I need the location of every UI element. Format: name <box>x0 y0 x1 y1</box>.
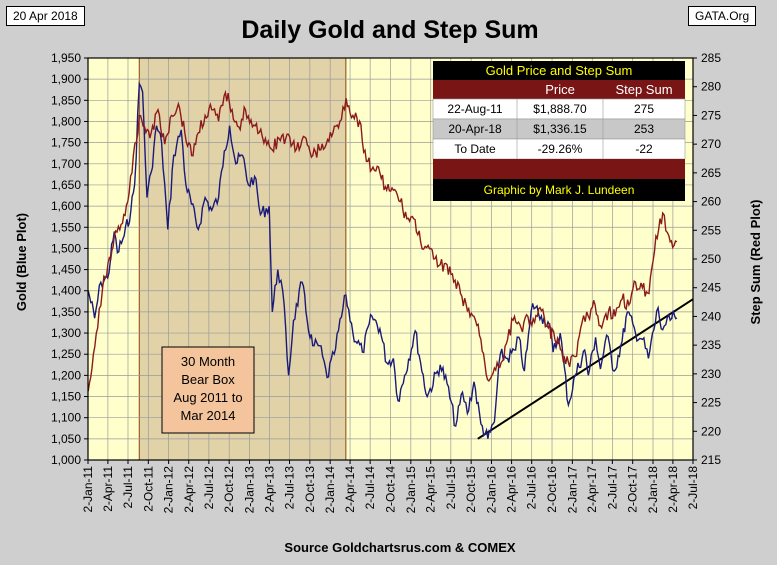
x-tick-label: 2-Jan-17 <box>565 466 579 514</box>
x-axis-source-label: Source Goldchartsrus.com & COMEX <box>284 540 515 555</box>
x-tick-label: 2-Apr-12 <box>182 466 196 513</box>
y-tick-label-right: 240 <box>701 309 721 323</box>
y-tick-label-right: 255 <box>701 223 721 237</box>
legend-cell: To Date <box>454 142 496 156</box>
x-tick-label: 2-Jul-12 <box>202 466 216 510</box>
legend-cell: $1,888.70 <box>533 102 587 116</box>
step-sum-line <box>87 89 678 392</box>
bear-box-annotation-line: Mar 2014 <box>181 408 236 423</box>
support-trendline <box>477 298 694 440</box>
y-axis-label-right: Step Sum (Red Plot) <box>748 200 763 325</box>
y-tick-label-left: 1,150 <box>51 390 81 404</box>
x-tick-label: 2-Apr-16 <box>505 466 519 513</box>
y-tick-label-left: 1,250 <box>51 347 81 361</box>
bear-box-annotation-line: Aug 2011 to <box>173 390 242 405</box>
y-tick-label-left: 1,550 <box>51 220 81 234</box>
x-tick-label: 2-Oct-12 <box>222 466 236 513</box>
legend-header-row <box>433 80 685 99</box>
x-tick-label: 2-Jul-16 <box>525 466 539 510</box>
y-tick-label-right: 270 <box>701 137 721 151</box>
y-tick-label-left: 1,400 <box>51 284 81 298</box>
y-tick-label-right: 215 <box>701 453 721 467</box>
bear-box-annotation-line: 30 Month <box>181 354 235 369</box>
y-tick-label-right: 230 <box>701 367 721 381</box>
x-tick-label: 2-Oct-14 <box>384 466 398 513</box>
bear-box-annotation-box <box>161 346 255 434</box>
legend-cell: 22-Aug-11 <box>447 102 502 116</box>
x-tick-label: 2-Apr-15 <box>424 466 438 513</box>
legend-cell: 275 <box>634 102 654 116</box>
x-tick-label: 2-Jul-11 <box>121 466 135 509</box>
x-tick-label: 2-Oct-16 <box>545 466 559 513</box>
x-tick-label: 2-Jul-17 <box>605 466 619 510</box>
x-tick-label: 2-Jan-15 <box>404 466 418 514</box>
x-tick-label: 2-Jan-18 <box>646 466 660 514</box>
gold-price-line <box>87 81 678 439</box>
legend-header-cell: Step Sum <box>615 82 672 97</box>
y-tick-label-right: 235 <box>701 338 721 352</box>
legend-cell: 20-Apr-18 <box>448 122 502 136</box>
x-tick-label: 2-Apr-11 <box>101 466 115 512</box>
y-tick-label-right: 275 <box>701 108 721 122</box>
legend-footer-bar <box>433 179 685 201</box>
bear-box-annotation-line: Bear Box <box>181 372 235 387</box>
y-tick-label-left: 1,000 <box>51 453 81 467</box>
y-tick-label-left: 1,600 <box>51 199 81 213</box>
y-tick-label-right: 285 <box>701 51 721 65</box>
y-tick-label-right: 265 <box>701 166 721 180</box>
y-tick-label-left: 1,750 <box>51 136 81 150</box>
source-tag: GATA.Org <box>688 6 757 26</box>
x-tick-label: 2-Jul-13 <box>283 466 297 510</box>
x-tick-label: 2-Jan-13 <box>243 466 257 514</box>
y-tick-label-left: 1,650 <box>51 178 81 192</box>
x-tick-label: 2-Apr-18 <box>666 466 680 513</box>
y-tick-label-right: 225 <box>701 396 721 410</box>
y-tick-label-right: 280 <box>701 80 721 94</box>
x-tick-label: 2-Oct-13 <box>303 466 317 513</box>
y-tick-label-right: 250 <box>701 252 721 266</box>
legend-header-cell: Price <box>545 82 575 97</box>
y-tick-label-left: 1,950 <box>51 51 81 65</box>
legend-title-bar <box>433 61 685 80</box>
y-tick-label-left: 1,800 <box>51 114 81 128</box>
y-tick-label-left: 1,300 <box>51 326 81 340</box>
x-tick-label: 2-Jul-15 <box>444 466 458 510</box>
x-tick-label: 2-Oct-11 <box>141 466 155 512</box>
x-tick-label: 2-Jan-12 <box>162 466 176 514</box>
y-tick-label-left: 1,050 <box>51 432 81 446</box>
legend-cell: -22 <box>635 142 653 156</box>
y-tick-label-left: 1,900 <box>51 72 81 86</box>
y-tick-label-right: 260 <box>701 195 721 209</box>
legend-cell: -29.26% <box>538 142 583 156</box>
legend-title: Gold Price and Step Sum <box>486 63 633 78</box>
y-tick-label-left: 1,500 <box>51 241 81 255</box>
x-tick-label: 2-Jul-18 <box>686 466 700 510</box>
y-tick-label-right: 220 <box>701 424 721 438</box>
x-tick-label: 2-Jul-14 <box>363 466 377 510</box>
x-tick-label: 2-Jan-16 <box>484 466 498 514</box>
legend-cell: 253 <box>634 122 654 136</box>
x-tick-label: 2-Apr-17 <box>585 466 599 513</box>
y-tick-label-left: 1,200 <box>51 368 81 382</box>
y-tick-label-left: 1,450 <box>51 263 81 277</box>
x-tick-label: 2-Oct-17 <box>626 466 640 513</box>
y-tick-label-left: 1,100 <box>51 411 81 425</box>
legend-cell: $1,336.15 <box>533 122 587 136</box>
y-tick-label-right: 245 <box>701 281 721 295</box>
x-tick-label: 2-Jan-14 <box>323 466 337 514</box>
y-axis-label-left: Gold (Blue Plot) <box>14 213 29 311</box>
x-tick-label: 2-Apr-14 <box>343 466 357 513</box>
y-tick-label-left: 1,850 <box>51 93 81 107</box>
legend-spacer-bar <box>433 159 685 179</box>
legend-footer: Graphic by Mark J. Lundeen <box>484 183 635 197</box>
y-tick-label-left: 1,700 <box>51 157 81 171</box>
x-tick-label: 2-Apr-13 <box>262 466 276 513</box>
chart-title: Daily Gold and Step Sum <box>241 16 538 44</box>
x-tick-label: 2-Oct-15 <box>464 466 478 513</box>
y-tick-label-left: 1,350 <box>51 305 81 319</box>
x-tick-label: 2-Jan-11 <box>81 466 95 513</box>
date-label: 20 Apr 2018 <box>6 6 85 26</box>
